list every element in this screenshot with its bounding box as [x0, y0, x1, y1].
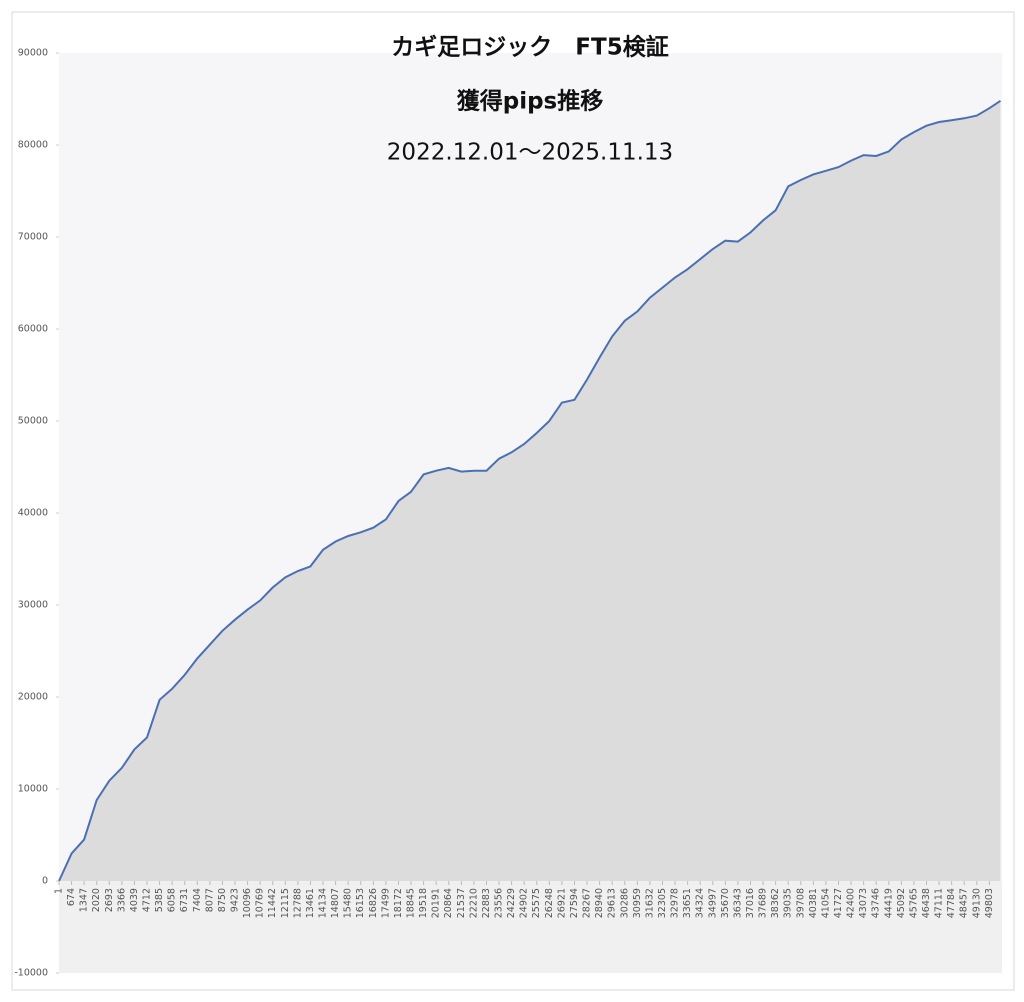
x-tick-label: 7404 [192, 888, 203, 912]
x-tick-label: 31632 [644, 888, 655, 918]
x-tick-label: 19518 [418, 888, 429, 918]
x-tick-label: 22210 [468, 888, 479, 918]
x-tick-label: 34997 [707, 888, 718, 918]
x-tick-label: 42400 [846, 888, 857, 918]
x-tick-label: 14807 [330, 888, 341, 918]
x-tick-label: 4712 [142, 888, 153, 912]
y-tick-label: -10000 [14, 968, 48, 979]
x-tick-label: 28267 [582, 888, 593, 918]
x-tick-label: 1347 [79, 888, 90, 912]
x-tick-label: 12115 [280, 888, 291, 918]
x-tick-label: 10096 [242, 888, 253, 918]
x-tick-label: 6058 [167, 888, 178, 912]
y-tick-label: 40000 [18, 508, 48, 519]
x-tick-label: 39708 [795, 888, 806, 918]
x-tick-label: 29613 [607, 888, 618, 918]
y-tick-label: 80000 [18, 140, 48, 151]
x-tick-label: 26921 [556, 888, 567, 918]
x-tick-label: 20191 [431, 888, 442, 918]
x-tick-label: 41727 [833, 888, 844, 918]
x-tick-label: 45092 [896, 888, 907, 918]
x-tick-label: 43073 [858, 888, 869, 918]
x-tick-label: 46438 [921, 888, 932, 918]
y-tick-label: 30000 [18, 600, 48, 611]
x-tick-label: 49130 [971, 888, 982, 918]
x-tick-label: 12788 [292, 888, 303, 918]
x-tick-label: 1 [54, 888, 65, 894]
x-tick-label: 5385 [154, 888, 165, 912]
x-tick-label: 6731 [179, 888, 190, 912]
x-tick-label: 15480 [343, 888, 354, 918]
x-tick-label: 39035 [783, 888, 794, 918]
x-tick-label: 47111 [934, 888, 945, 918]
x-tick-label: 20864 [443, 888, 454, 918]
x-tick-label: 36343 [732, 888, 743, 918]
x-tick-label: 3366 [116, 888, 127, 912]
y-tick-label: 50000 [18, 416, 48, 427]
x-tick-label: 30959 [632, 888, 643, 918]
x-tick-label: 22883 [481, 888, 492, 918]
chart-title: カギ足ロジック FT5検証 [391, 34, 668, 61]
x-tick-label: 45765 [908, 888, 919, 918]
chart-subtitle: 獲得pips推移 [457, 88, 604, 115]
x-tick-label: 23556 [494, 888, 505, 918]
x-tick-label: 44419 [883, 888, 894, 918]
negative-band [59, 881, 1002, 973]
x-tick-label: 21537 [456, 888, 467, 918]
x-tick-label: 8750 [217, 888, 228, 912]
x-tick-label: 35670 [720, 888, 731, 918]
x-tick-label: 24902 [519, 888, 530, 918]
x-tick-label: 13461 [305, 888, 316, 918]
x-tick-label: 4039 [129, 888, 140, 912]
x-tick-label: 49803 [984, 888, 995, 918]
x-tick-label: 17499 [380, 888, 391, 918]
x-tick-label: 37689 [758, 888, 769, 918]
x-tick-label: 32305 [657, 888, 668, 918]
x-tick-label: 18172 [393, 888, 404, 918]
marks [58, 99, 1002, 882]
line [58, 99, 1002, 882]
x-tick-label: 24229 [506, 888, 517, 918]
y-tick-label: 0 [42, 876, 48, 887]
x-tick-label: 26248 [544, 888, 555, 918]
x-tick-label: 41054 [820, 888, 831, 918]
area [59, 100, 1001, 882]
y-tick-label: 60000 [18, 324, 48, 335]
x-tick-label: 47784 [946, 888, 957, 918]
x-tick-label: 25575 [531, 888, 542, 918]
x-tick-label: 40381 [808, 888, 819, 918]
x-tick-label: 10769 [255, 888, 266, 918]
x-tick-label: 32978 [670, 888, 681, 918]
y-tick-label: 20000 [18, 692, 48, 703]
x-tick-label: 43746 [871, 888, 882, 918]
x-tick-label: 8077 [204, 888, 215, 912]
y-tick-label: 70000 [18, 232, 48, 243]
x-tick-label: 30286 [619, 888, 630, 918]
x-tick-label: 34324 [695, 888, 706, 918]
x-tick-label: 28940 [594, 888, 605, 918]
x-tick-label: 18845 [406, 888, 417, 918]
y-tick-label: 90000 [18, 48, 48, 59]
date-range: 2022.12.01～2025.11.13 [387, 140, 673, 166]
x-tick-label: 9423 [230, 888, 241, 912]
x-tick-label: 48457 [959, 888, 970, 918]
x-tick-label: 16826 [368, 888, 379, 918]
x-tick-label: 16153 [355, 888, 366, 918]
x-tick-label: 11442 [267, 888, 278, 918]
x-tick-label: 14134 [318, 888, 329, 918]
y-tick-label: 10000 [18, 784, 48, 795]
x-tick-label: 33651 [682, 888, 693, 918]
x-tick-label: 2693 [104, 888, 115, 912]
x-tick-label: 37016 [745, 888, 756, 918]
x-tick-label: 38362 [770, 888, 781, 918]
x-tick-label: 674 [66, 888, 77, 906]
x-tick-label: 2020 [91, 888, 102, 912]
x-tick-label: 27594 [569, 888, 580, 918]
